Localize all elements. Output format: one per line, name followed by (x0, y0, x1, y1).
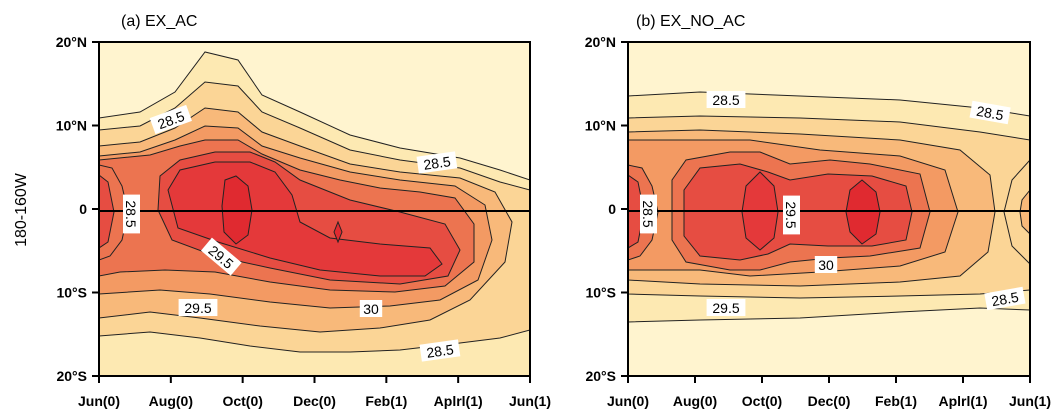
panel-b-x-tick-label: Feb(1) (875, 393, 917, 409)
panel-b-x-tick-label: Oct(0) (742, 393, 782, 409)
panel-b-y-tick-label: 20°N (585, 34, 616, 50)
svg-text:28.5: 28.5 (425, 341, 454, 361)
panel-a-x-tick-label: Oct(0) (222, 393, 262, 409)
panel-a-y-tick-label: 20°N (56, 34, 87, 50)
panel-a-y-tick-label: 20°S (56, 368, 87, 384)
svg-text:28.5: 28.5 (712, 92, 739, 108)
panel-a-contour-label: 30 (359, 300, 383, 317)
svg-text:30: 30 (818, 257, 834, 273)
panel-b-title: (b) EX_NO_AC (636, 13, 745, 30)
svg-text:28.5: 28.5 (990, 289, 1020, 310)
panel-a-contour-label: 28.5 (419, 339, 461, 362)
panel-b-y-tick-label: 20°S (585, 368, 616, 384)
panel-a-contour-label: 28.5 (123, 194, 140, 234)
panel-a-y-axis-label: 180-160W (13, 172, 30, 247)
panel-b-y-tick-label: 10°N (585, 118, 616, 134)
panel-b-contour-label: 29.5 (706, 299, 746, 316)
panel-a-x-tick-label: Aug(0) (149, 393, 193, 409)
panel-b-contour-field (628, 42, 1030, 376)
panel-a-x-tick-label: Feb(1) (365, 393, 407, 409)
panel-a-x-tick-label: Jun(1) (509, 393, 551, 409)
panel-a-y-tick-label: 0 (79, 201, 87, 217)
panel-b-x-tick-label: Aug(0) (673, 393, 717, 409)
panel-b-x-tick-label: Jun(1) (1009, 393, 1051, 409)
svg-text:29.5: 29.5 (783, 201, 799, 228)
panel-b-x-tick-label: Jun(0) (607, 393, 649, 409)
panel-b-x-tick-label: Aplrl(1) (939, 393, 988, 409)
svg-text:28.5: 28.5 (422, 153, 451, 173)
panel-a-x-tick-label: Dec(0) (293, 393, 336, 409)
panel-a-x-tick-label: Jun(0) (78, 393, 120, 409)
panel-a: Jun(0) Aug(0) Oct(0) Dec(0) Feb(1) Aplrl(1) Ju… (13, 13, 551, 409)
panel-a-title: (a) EX_AC (121, 13, 197, 30)
panel-b-contour-label: 28.5 (969, 100, 1011, 125)
panel-b-contour-label: 28.5 (706, 91, 746, 108)
panel-b-contour-label: 28.5 (984, 286, 1026, 311)
panel-a-y-tick-label: 10°N (56, 118, 87, 134)
panel-b-contour-label: 29.5 (783, 195, 800, 235)
svg-text:29.5: 29.5 (712, 300, 739, 316)
panel-a-contour-label: 29.5 (178, 299, 218, 316)
panel-a-contour-field (99, 42, 530, 376)
panel-a-contour-band-spot (333, 220, 343, 244)
svg-text:28.5: 28.5 (640, 200, 656, 227)
panel-b: Jun(0) Aug(0) Oct(0) Dec(0) Feb(1) Aplrl(1) Ju… (585, 13, 1051, 409)
panel-b-y-tick-label: 10°S (585, 285, 616, 301)
panel-a-contour-label: 28.5 (416, 151, 458, 174)
panel-b-x-tick-label: Dec(0) (808, 393, 851, 409)
panel-a-y-tick-label: 10°S (56, 285, 87, 301)
svg-text:28.5: 28.5 (123, 200, 139, 227)
svg-text:28.5: 28.5 (975, 103, 1005, 124)
svg-text:30: 30 (363, 301, 379, 317)
panel-a-x-tick-label: Aplrl(1) (434, 393, 483, 409)
panel-b-contour-label: 28.5 (640, 194, 657, 234)
panel-b-y-tick-label: 0 (608, 201, 616, 217)
svg-text:29.5: 29.5 (184, 300, 211, 316)
panel-b-contour-label: 30 (814, 256, 838, 273)
